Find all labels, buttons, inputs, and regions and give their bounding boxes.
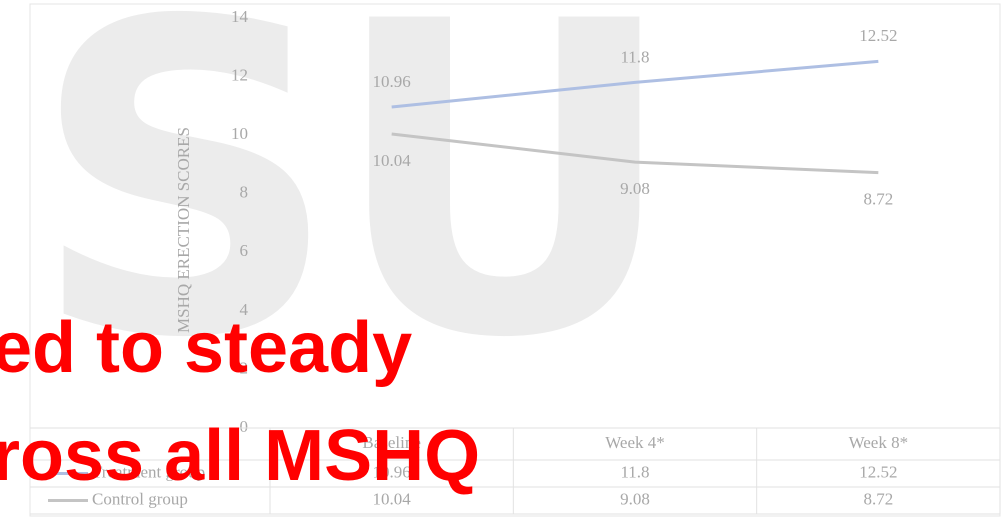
legend-label: Control group <box>92 489 188 508</box>
table-cell: 10.96 <box>373 462 411 481</box>
series-line <box>391 59 879 109</box>
y-axis-title: MSHQ ERECTION SCORES <box>174 127 193 333</box>
table-header: Baseline <box>362 433 421 452</box>
data-label: 9.08 <box>620 179 650 198</box>
y-tick-label: 4 <box>240 300 249 319</box>
table-cell: 11.8 <box>620 462 649 481</box>
series-line <box>391 132 879 175</box>
y-tick-label: 10 <box>231 124 248 143</box>
frame <box>29 3 1001 517</box>
watermark: SU <box>30 0 669 432</box>
table-header: Week 4* <box>605 433 665 452</box>
table-cell: 12.52 <box>859 462 897 481</box>
data-label: 10.04 <box>373 151 412 170</box>
table-header: Week 8* <box>849 433 909 452</box>
table-cell: 10.04 <box>373 489 412 508</box>
y-tick-label: 8 <box>240 183 249 202</box>
y-tick-label: 12 <box>231 65 248 84</box>
y-tick-label: 6 <box>240 241 249 260</box>
y-tick-label: 0 <box>240 417 249 436</box>
data-label: 12.52 <box>859 26 897 45</box>
data-label: 11.8 <box>620 47 649 66</box>
y-tick-label: 2 <box>240 358 249 377</box>
legend-label: Treatment group <box>92 462 205 481</box>
data-label: 8.72 <box>863 190 893 209</box>
table-cell: 9.08 <box>620 489 650 508</box>
overlay-text: ross all MSHQ <box>0 416 480 496</box>
overlay-text: ed to steady <box>0 308 412 388</box>
y-tick-label: 14 <box>231 7 249 26</box>
data-label: 10.96 <box>373 72 411 91</box>
table-cell: 8.72 <box>863 489 893 508</box>
